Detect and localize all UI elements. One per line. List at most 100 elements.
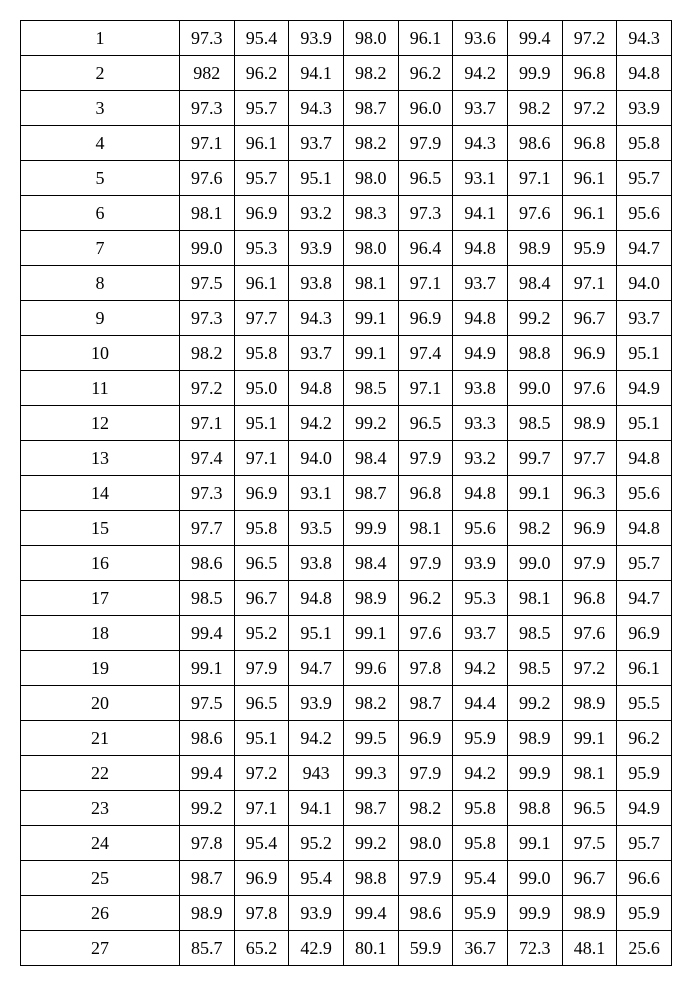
value-cell: 96.9 (234, 196, 289, 231)
index-cell: 10 (21, 336, 180, 371)
value-cell: 97.1 (507, 161, 562, 196)
value-cell: 94.8 (289, 371, 344, 406)
value-cell: 98.2 (343, 56, 398, 91)
value-cell: 95.8 (234, 336, 289, 371)
value-cell: 98.9 (179, 896, 234, 931)
value-cell: 94.7 (617, 581, 672, 616)
value-cell: 98.9 (562, 896, 617, 931)
table-row: 1297.195.194.299.296.593.398.598.995.1 (21, 406, 672, 441)
index-cell: 15 (21, 511, 180, 546)
value-cell: 99.7 (507, 441, 562, 476)
value-cell: 94.8 (289, 581, 344, 616)
value-cell: 97.5 (562, 826, 617, 861)
value-cell: 93.9 (453, 546, 508, 581)
value-cell: 98.3 (343, 196, 398, 231)
value-cell: 99.1 (507, 476, 562, 511)
value-cell: 98.7 (398, 686, 453, 721)
value-cell: 95.4 (453, 861, 508, 896)
value-cell: 96.9 (617, 616, 672, 651)
table-row: 1899.495.295.199.197.693.798.597.696.9 (21, 616, 672, 651)
table-row: 597.695.795.198.096.593.197.196.195.7 (21, 161, 672, 196)
value-cell: 99.0 (507, 861, 562, 896)
value-cell: 98.7 (343, 91, 398, 126)
value-cell: 98.5 (507, 616, 562, 651)
value-cell: 42.9 (289, 931, 344, 966)
value-cell: 94.9 (453, 336, 508, 371)
table-row: 1999.197.994.799.697.894.298.597.296.1 (21, 651, 672, 686)
value-cell: 94.7 (289, 651, 344, 686)
index-cell: 13 (21, 441, 180, 476)
value-cell: 97.1 (398, 371, 453, 406)
value-cell: 99.1 (179, 651, 234, 686)
value-cell: 93.9 (617, 91, 672, 126)
value-cell: 95.8 (234, 511, 289, 546)
value-cell: 96.8 (562, 56, 617, 91)
value-cell: 97.4 (398, 336, 453, 371)
value-cell: 95.1 (234, 406, 289, 441)
value-cell: 98.8 (507, 336, 562, 371)
table-row: 897.596.193.898.197.193.798.497.194.0 (21, 266, 672, 301)
table-row: 1597.795.893.599.998.195.698.296.994.8 (21, 511, 672, 546)
value-cell: 48.1 (562, 931, 617, 966)
value-cell: 94.1 (289, 56, 344, 91)
value-cell: 93.3 (453, 406, 508, 441)
value-cell: 98.4 (507, 266, 562, 301)
index-cell: 9 (21, 301, 180, 336)
value-cell: 95.1 (617, 406, 672, 441)
table-row: 2497.895.495.299.298.095.899.197.595.7 (21, 826, 672, 861)
value-cell: 99.9 (507, 756, 562, 791)
value-cell: 96.2 (398, 56, 453, 91)
value-cell: 97.4 (179, 441, 234, 476)
value-cell: 96.8 (562, 581, 617, 616)
value-cell: 94.8 (453, 301, 508, 336)
value-cell: 97.3 (398, 196, 453, 231)
value-cell: 96.1 (617, 651, 672, 686)
value-cell: 98.5 (507, 406, 562, 441)
value-cell: 98.7 (343, 476, 398, 511)
value-cell: 95.9 (617, 756, 672, 791)
value-cell: 93.7 (289, 126, 344, 161)
value-cell: 99.4 (179, 616, 234, 651)
index-cell: 1 (21, 21, 180, 56)
data-table: 197.395.493.998.096.193.699.497.294.32 98… (20, 20, 672, 966)
table-row: 2785.765.242.980.159.936.772.348.125.6 (21, 931, 672, 966)
value-cell: 97.2 (562, 21, 617, 56)
value-cell: 93.7 (289, 336, 344, 371)
value-cell: 93.8 (289, 266, 344, 301)
value-cell: 97.3 (179, 21, 234, 56)
table-row: 197.395.493.998.096.193.699.497.294.3 (21, 21, 672, 56)
table-row: 2598.796.995.498.897.995.499.096.796.6 (21, 861, 672, 896)
value-cell: 94.8 (617, 441, 672, 476)
value-cell: 97.6 (179, 161, 234, 196)
index-cell: 14 (21, 476, 180, 511)
value-cell: 93.1 (453, 161, 508, 196)
value-cell: 65.2 (234, 931, 289, 966)
value-cell: 96.4 (398, 231, 453, 266)
value-cell: 93.7 (453, 266, 508, 301)
value-cell: 99.1 (343, 301, 398, 336)
value-cell: 97.2 (234, 756, 289, 791)
value-cell: 97.9 (398, 546, 453, 581)
value-cell: 94.0 (617, 266, 672, 301)
value-cell: 95.3 (453, 581, 508, 616)
value-cell: 96.2 (617, 721, 672, 756)
value-cell: 96.1 (562, 196, 617, 231)
value-cell: 96.1 (234, 266, 289, 301)
table-row: 1497.396.993.198.796.894.899.196.395.6 (21, 476, 672, 511)
value-cell: 97.5 (179, 266, 234, 301)
index-cell: 2 (21, 56, 180, 91)
value-cell: 98.4 (343, 441, 398, 476)
value-cell: 95.6 (617, 476, 672, 511)
value-cell: 94.8 (617, 511, 672, 546)
value-cell: 94.2 (453, 651, 508, 686)
table-row: 1197.295.094.898.597.193.899.097.694.9 (21, 371, 672, 406)
value-cell: 99.9 (343, 511, 398, 546)
index-cell: 11 (21, 371, 180, 406)
value-cell: 98.8 (343, 861, 398, 896)
table-row: 2299.497.294399.397.994.299.998.195.9 (21, 756, 672, 791)
table-row: 397.395.794.398.796.093.798.297.293.9 (21, 91, 672, 126)
value-cell: 94.1 (289, 791, 344, 826)
value-cell: 96.5 (398, 161, 453, 196)
value-cell: 95.9 (453, 896, 508, 931)
index-cell: 5 (21, 161, 180, 196)
